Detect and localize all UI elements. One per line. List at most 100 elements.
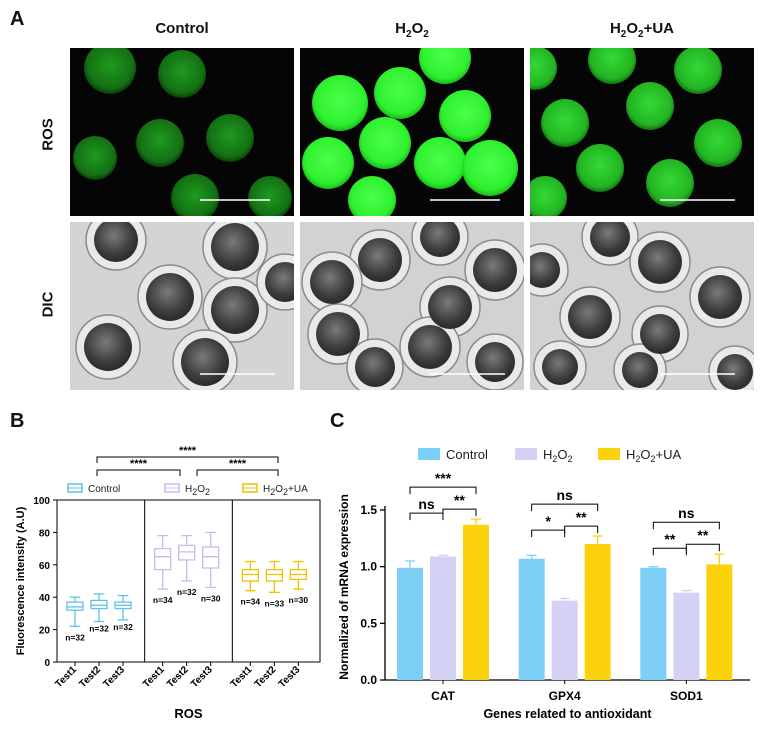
column-title-h2o2-ua: H2O2+UA [609,20,675,40]
oocyte [462,140,518,196]
significance-label: ** [697,527,708,543]
bar [673,592,700,680]
oocyte [359,117,411,169]
oocyte [439,90,491,142]
oocyte [312,75,368,131]
legend-label: H2O2 [543,447,573,464]
legend-label: H2O2+UA [626,447,682,464]
significance-label: ns [556,487,573,503]
y-tick-label: 60 [39,561,51,572]
oocyte [136,119,184,167]
oocyte [84,48,136,94]
significance-bracket [531,529,566,538]
oocyte [646,159,694,207]
y-tick-label: 20 [39,626,51,637]
significance-bracket [442,508,477,517]
column-title-control: Control [155,20,209,37]
y-tick-label: 0.0 [360,673,377,687]
significance-label: * [545,513,551,529]
significance-bracket [685,543,720,552]
legend-label: Control [446,447,488,462]
oocyte [530,48,557,90]
box [90,599,108,610]
column-title-h2o2: H2O2 [395,20,429,40]
x-tick-label: Test1 [53,664,79,690]
y-tick-label: 0 [44,658,50,669]
oocyte [626,82,674,130]
n-label: n=32 [177,587,197,597]
y-tick-label: 0.5 [360,616,377,630]
significance-bracket [652,521,720,530]
x-tick-label: Test3 [277,664,303,690]
n-label: n=32 [89,624,109,634]
significance-label: ** [576,509,587,525]
panel-a-letter: A [10,8,25,30]
oocyte [541,99,589,147]
significance-bracket [196,469,279,476]
legend-label: H2O2+UA [263,484,308,497]
bar [430,556,456,680]
panel-b-letter: B [10,410,25,432]
y-axis-label: Fluorescence intensity (A.U) [15,506,27,655]
significance-label: ns [678,505,695,521]
box [178,544,196,561]
x-tick-label: Test3 [189,664,215,690]
legend-swatch [598,448,620,460]
x-tick-label: Test2 [253,664,279,690]
oocyte [588,48,636,84]
x-axis-label: ROS [174,706,203,721]
bar-chart: 0.0 0.5 1.0 1.5 Normalized of mRNA expressio… [337,447,750,721]
bar [584,544,611,680]
significance-bracket [96,469,181,476]
x-tick-label: Test3 [101,664,127,690]
n-label: n=33 [265,598,285,608]
oocyte [674,48,722,94]
significance-label: **** [179,445,197,457]
oocyte [158,50,206,98]
legend-label: H2O2 [185,484,210,497]
significance-bracket [409,512,444,521]
legend-label: Control [88,484,120,495]
dic-image-h2o2-ua [530,222,754,390]
y-tick-label: 100 [33,496,50,507]
y-tick-label: 40 [39,593,51,604]
plot-frame [56,499,321,663]
significance-bracket [564,525,599,534]
y-tick-label: 1.0 [360,560,377,574]
oocyte [414,137,466,189]
x-tick-label: CAT [431,689,455,703]
oocyte [302,137,354,189]
significance-label: ** [664,531,675,547]
n-label: n=32 [65,632,85,642]
significance-label: *** [435,470,452,486]
significance-bracket [96,456,279,463]
box [202,546,220,569]
oocyte [206,114,254,162]
significance-label: **** [229,458,247,470]
significance-label: **** [130,458,148,470]
x-tick-label: Test1 [229,664,255,690]
ros-image-control [70,48,294,216]
row-label-dic: DIC [39,291,57,318]
significance-label: ** [454,492,465,508]
oocyte [576,144,624,192]
box [66,601,84,611]
bar [463,524,489,680]
x-tick-label: Test2 [77,664,103,690]
x-tick-label: Test2 [165,664,191,690]
oocyte [530,176,567,216]
significance-bracket [652,547,687,556]
box [154,547,172,571]
bar [706,564,733,680]
n-label: n=32 [113,622,133,632]
oocyte [171,174,219,216]
oocyte [419,48,471,84]
ros-image-h2o2-ua [530,48,754,216]
n-label: n=30 [289,595,309,605]
legend-swatch [418,448,440,460]
significance-bracket [531,503,599,512]
box [241,569,259,582]
box-plot-chart: 0 20 40 60 80 100 Fluorescence intensity (A.U)… [15,445,321,721]
bar [397,567,423,680]
row-label-ros: ROS [39,118,57,151]
